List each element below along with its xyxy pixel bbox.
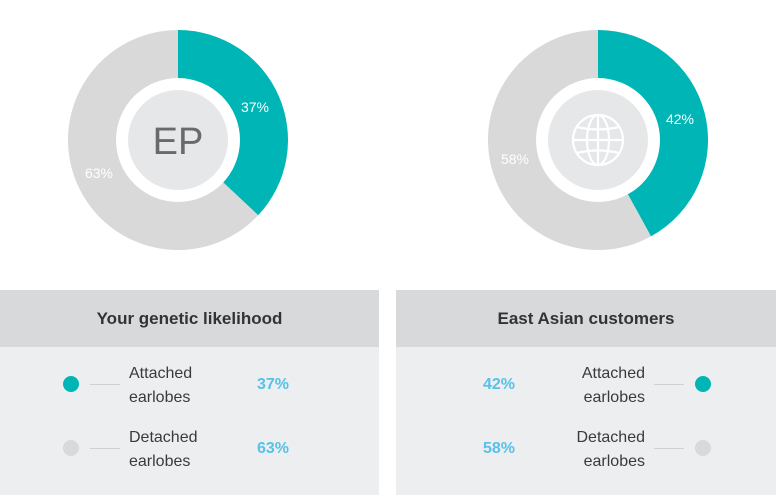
legend-label-line2: earlobes bbox=[583, 453, 645, 470]
legend-label-line1: Attached bbox=[129, 365, 193, 382]
legend-dot bbox=[695, 440, 711, 456]
legend-percent: 37% bbox=[257, 376, 290, 393]
legend-percent: 58% bbox=[483, 440, 516, 457]
legend-dot bbox=[695, 376, 711, 392]
genetic-likelihood-panel: Your genetic likelihood Attached earlobe… bbox=[0, 290, 379, 495]
legend-dot bbox=[63, 376, 79, 392]
legend-row-attached: Attached earlobes 37% bbox=[0, 358, 379, 418]
legend-percent: 63% bbox=[257, 440, 290, 457]
panel-title: East Asian customers bbox=[396, 290, 776, 347]
legend-connector bbox=[654, 448, 684, 449]
population-donut-chart: 42% 58% bbox=[488, 30, 708, 250]
legend-row-detached: 58% Detached earlobes bbox=[396, 422, 776, 482]
slice-label-attached: 42% bbox=[666, 111, 694, 127]
legend-row-attached: 42% Attached earlobes bbox=[396, 358, 776, 418]
population-panel: East Asian customers 42% Attached earlob… bbox=[396, 290, 776, 495]
avatar-circle bbox=[128, 90, 228, 190]
slice-label-attached: 37% bbox=[241, 99, 269, 115]
legend-label-line2: earlobes bbox=[129, 389, 191, 406]
panel-title: Your genetic likelihood bbox=[0, 290, 379, 347]
legend-row-detached: Detached earlobes 63% bbox=[0, 422, 379, 482]
slice-label-detached: 63% bbox=[85, 165, 113, 181]
legend-connector bbox=[654, 384, 684, 385]
legend-dot bbox=[63, 440, 79, 456]
legend-label-line2: earlobes bbox=[583, 389, 645, 406]
legend-label-line2: earlobes bbox=[129, 453, 191, 470]
legend-label-line1: Detached bbox=[576, 429, 646, 446]
legend-percent: 42% bbox=[483, 376, 516, 393]
globe-icon bbox=[571, 113, 625, 167]
legend-label-line1: Attached bbox=[581, 365, 645, 382]
legend-connector bbox=[90, 384, 120, 385]
legend-connector bbox=[90, 448, 120, 449]
slice-label-detached: 58% bbox=[501, 151, 529, 167]
legend-label-line1: Detached bbox=[129, 429, 198, 446]
likelihood-donut-chart: EP 37% 63% bbox=[68, 30, 288, 250]
avatar-initials: EP bbox=[153, 121, 204, 163]
